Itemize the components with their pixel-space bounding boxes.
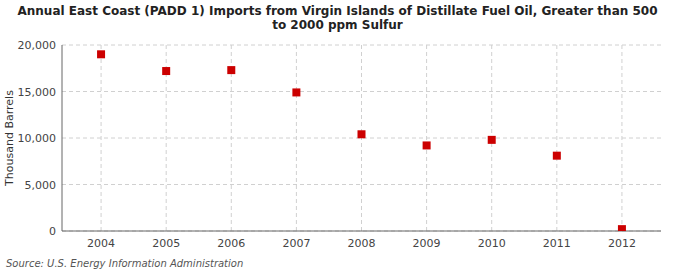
x-tick-label: 2006 <box>217 237 245 250</box>
x-tick-label: 2007 <box>282 237 310 250</box>
x-grid-line <box>426 45 427 231</box>
y-tick-label: 20,000 <box>18 39 57 52</box>
y-grid-line <box>62 231 661 232</box>
title-line: to 2000 ppm Sulfur <box>272 18 403 32</box>
x-tick-label: 2011 <box>543 237 571 250</box>
point <box>488 136 496 144</box>
x-tick-label: 2009 <box>413 237 441 250</box>
y-tick-label: 0 <box>49 225 56 238</box>
grid <box>62 45 661 231</box>
x-tick-label: 2010 <box>478 237 506 250</box>
points <box>97 50 626 231</box>
x-tick-label: 2005 <box>152 237 180 250</box>
point <box>553 152 561 160</box>
x-tick-label: 2012 <box>608 237 636 250</box>
axes: 0 5,000 10,000 15,000 20,000 2004 2005 2006 2007… <box>18 39 662 250</box>
x-axis-line <box>62 231 661 232</box>
y-tick-label: 10,000 <box>18 132 57 145</box>
y-tick-label: 15,000 <box>18 86 57 99</box>
chart-svg: Annual East Coast (PADD 1) Imports from … <box>0 0 675 275</box>
title-line: Annual East Coast (PADD 1) Imports from … <box>17 4 657 18</box>
point <box>358 130 366 138</box>
y-tick-label: 5,000 <box>25 179 57 192</box>
title: Annual East Coast (PADD 1) Imports from … <box>17 4 657 32</box>
point <box>227 66 235 74</box>
x-grid-line <box>621 45 622 231</box>
x-tick-label: 2004 <box>87 237 115 250</box>
x-grid-line <box>101 45 102 231</box>
x-tick-label: 2008 <box>348 237 376 250</box>
x-grid-line <box>556 45 557 231</box>
y-axis-label: Thousand Barrels <box>3 90 16 187</box>
point <box>292 88 300 96</box>
annotation: Source: U.S. Energy Information Administ… <box>6 258 243 269</box>
point <box>97 50 105 58</box>
point <box>162 67 170 75</box>
background <box>0 0 675 275</box>
point <box>618 225 626 231</box>
y-grid-line <box>62 184 661 185</box>
point <box>423 141 431 149</box>
y-axis-line <box>62 45 63 231</box>
chart-container: Annual East Coast (PADD 1) Imports from … <box>0 0 675 275</box>
y-grid-line <box>62 91 661 92</box>
x-grid-line <box>296 45 297 231</box>
